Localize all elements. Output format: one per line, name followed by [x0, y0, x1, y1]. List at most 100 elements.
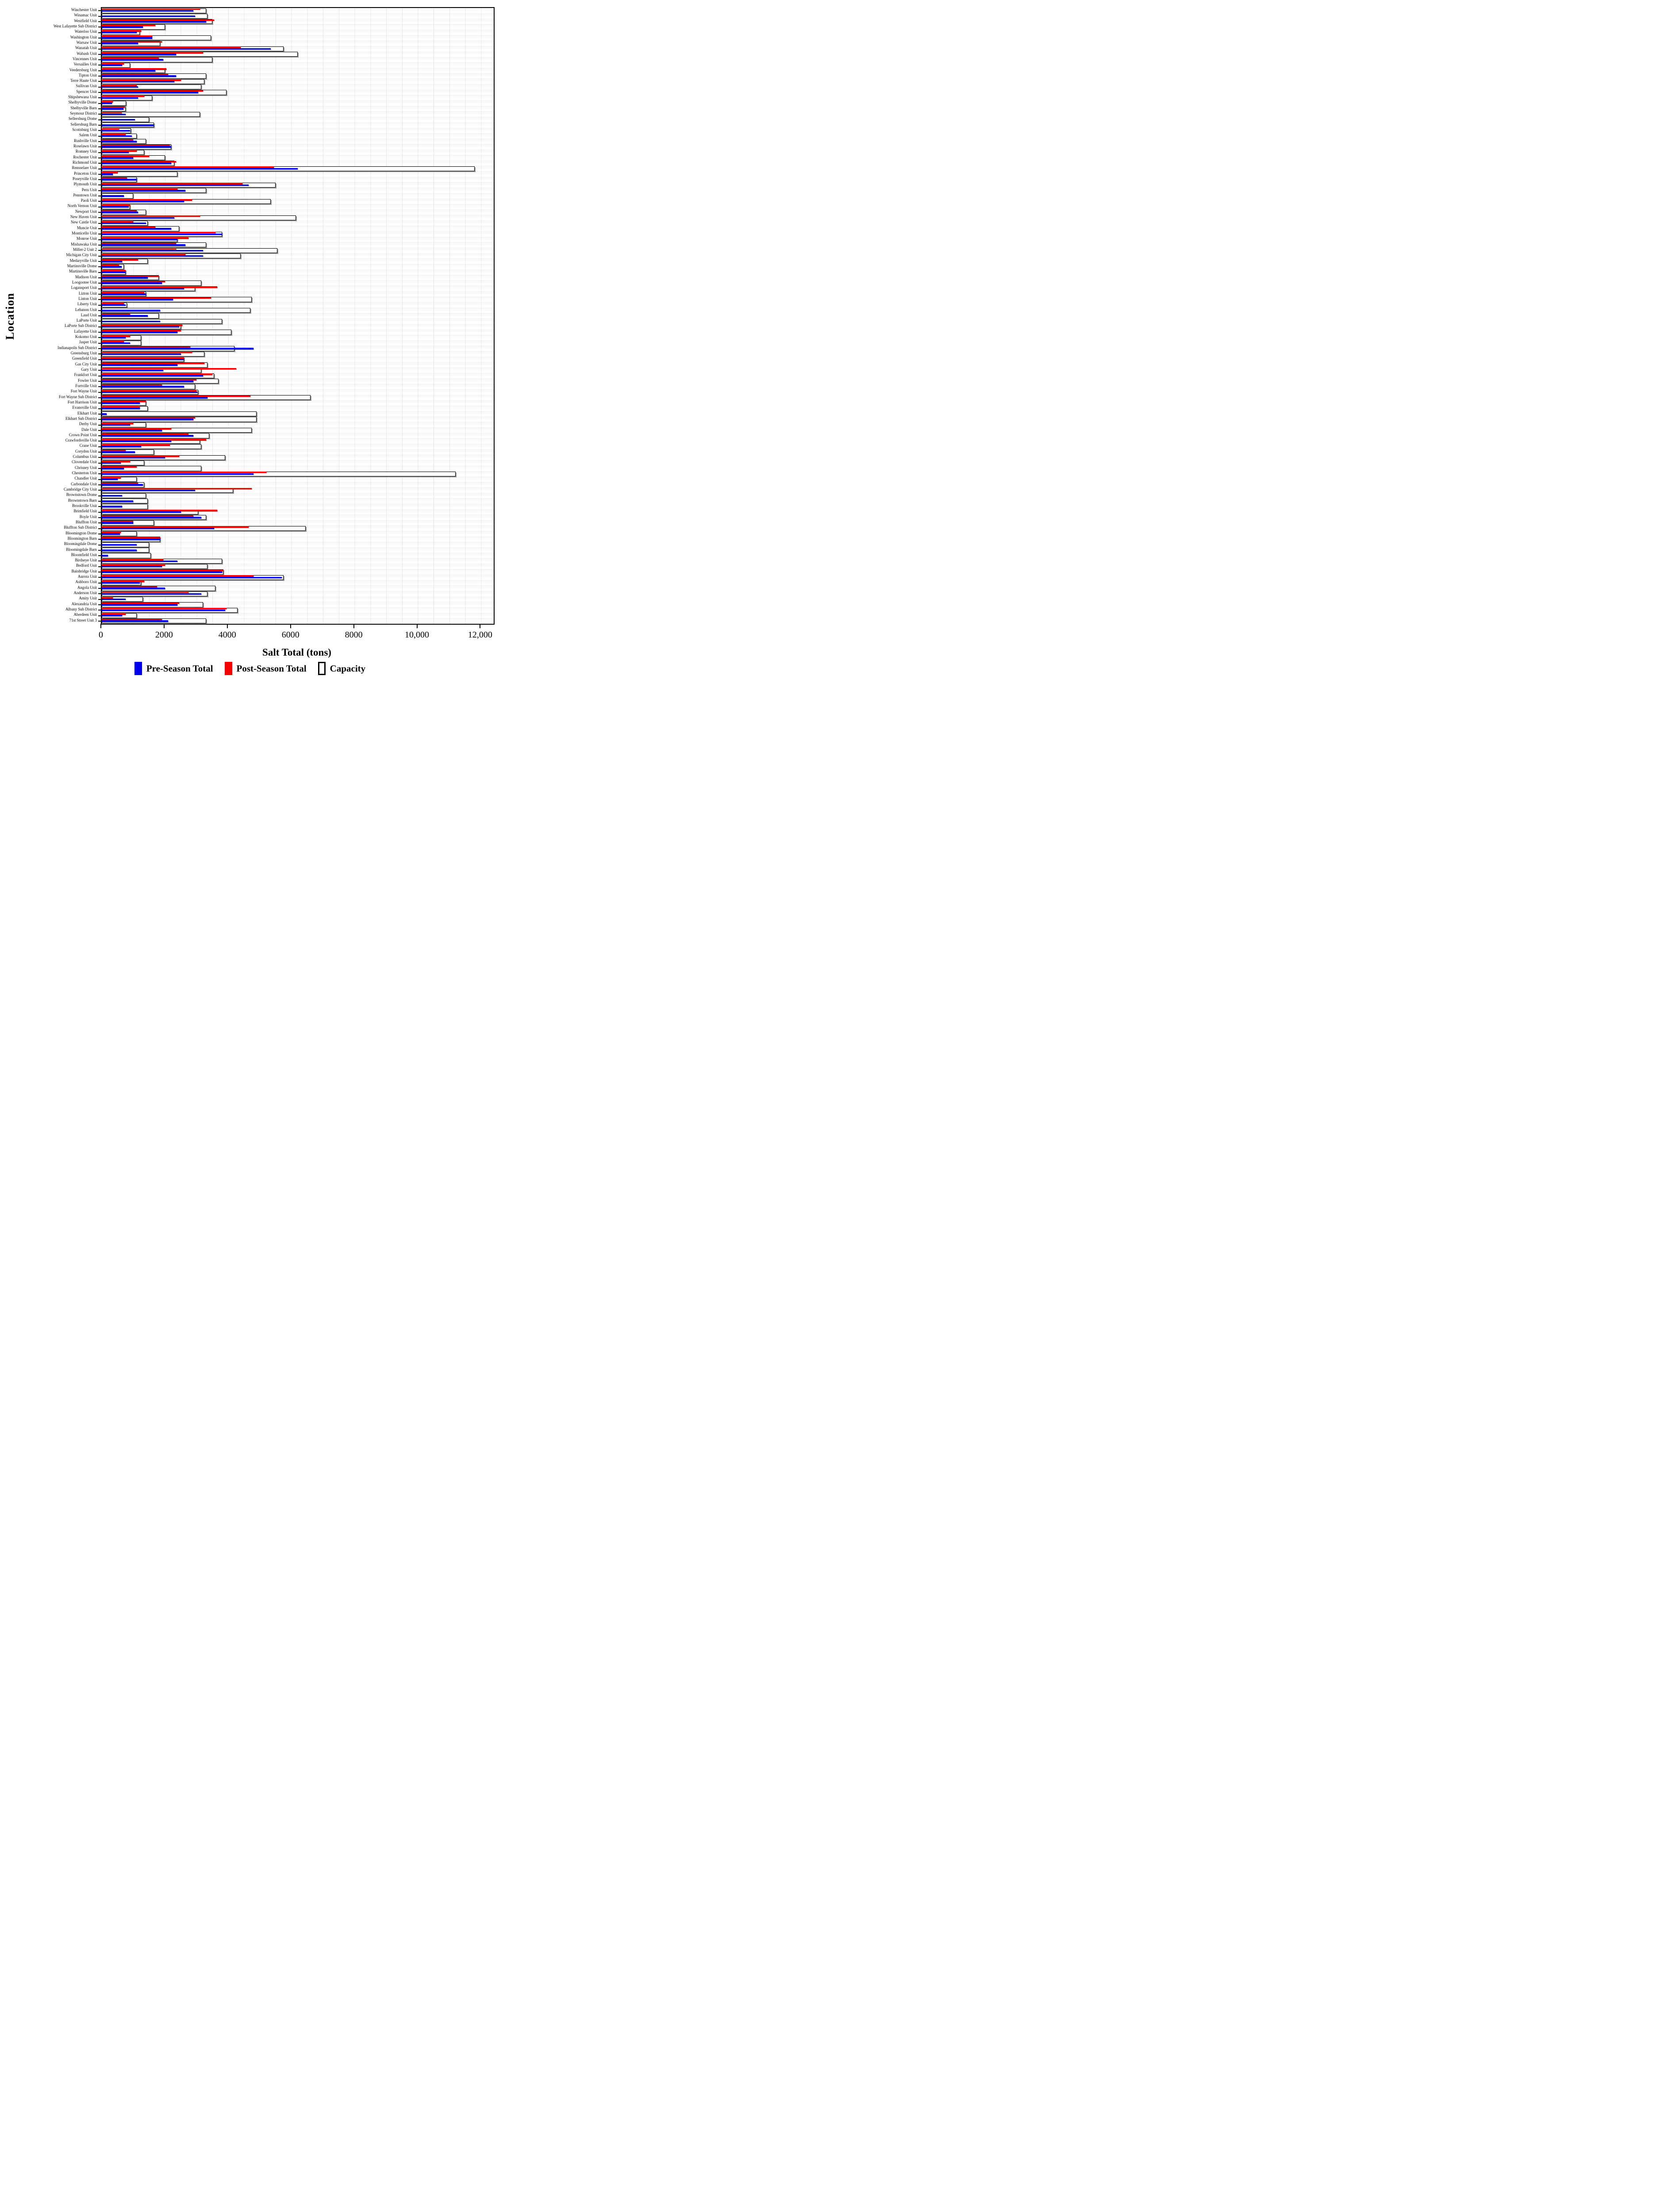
pre-season-bar: [102, 266, 122, 268]
y-axis-label: Penntown Unit: [73, 192, 97, 197]
post-season-bar: [102, 46, 241, 48]
post-season-bar: [102, 449, 126, 452]
pre-season-bar: [102, 419, 194, 420]
y-axis-label: Miller-2 Unit 2: [73, 247, 97, 252]
y-axis-label: Crawfordsville Unit: [65, 438, 97, 443]
y-axis-label: North Vernon Unit: [67, 204, 97, 208]
bar-group: [98, 242, 494, 248]
bar-group: [98, 231, 494, 237]
pre-season-bar: [102, 288, 184, 290]
pre-season-bar: [102, 162, 172, 164]
pre-season-bar: [102, 614, 123, 617]
pre-season-bar: [102, 146, 172, 148]
bar-group: [98, 302, 494, 307]
bar-group: [98, 215, 494, 220]
pre-season-bar: [102, 582, 140, 584]
pre-season-bar: [102, 527, 214, 530]
post-season-bar: [102, 433, 189, 435]
bar-group: [98, 433, 494, 438]
y-axis-label: Bedford Unit: [76, 563, 97, 568]
bar-group: [98, 30, 494, 35]
post-season-bar: [102, 597, 113, 599]
y-axis-label: Bluffton Unit: [76, 519, 97, 524]
bar-group: [98, 602, 494, 607]
legend-label-pre-season: Pre-Season Total: [146, 663, 213, 674]
post-season-bar: [102, 204, 131, 206]
post-season-bar: [102, 618, 162, 621]
y-axis-label: Evansville Unit: [72, 405, 97, 410]
bar-group: [98, 264, 494, 269]
x-axis-tick-label: 4000: [218, 630, 236, 640]
bar-group: [98, 499, 494, 504]
x-axis-tick-label: 0: [99, 630, 103, 640]
y-axis-label: Gas City Unit: [75, 361, 97, 366]
pre-season-bar: [102, 130, 130, 131]
legend-label-capacity: Capacity: [330, 663, 366, 674]
post-season-bar: [102, 526, 249, 528]
post-season-bar: [102, 390, 197, 392]
y-axis-label: Lafayette Unit: [74, 329, 97, 334]
pre-season-bar: [102, 407, 140, 410]
y-axis-label: Rochester Unit: [73, 154, 97, 159]
pre-season-bar: [102, 440, 172, 442]
bar-group: [98, 417, 494, 422]
post-season-bar: [102, 362, 205, 365]
bar-group: [98, 313, 494, 319]
x-axis-tick: [100, 624, 101, 628]
y-axis-label: Chandler Unit: [74, 476, 97, 481]
bar-group: [98, 569, 494, 575]
y-axis-label: Fortville Unit: [75, 383, 97, 388]
pre-season-bar: [102, 609, 225, 611]
y-axis-label: Sellersburg Barn: [70, 122, 97, 127]
post-season-bar: [102, 602, 180, 604]
pre-season-bar: [102, 445, 142, 448]
pre-season-bar: [102, 462, 121, 464]
bar-group: [98, 106, 494, 111]
y-axis-label: Amity Unit: [79, 596, 97, 601]
post-season-bar: [102, 150, 137, 152]
post-season-bar: [102, 275, 159, 277]
bar-group: [98, 558, 494, 564]
bar-group: [98, 13, 494, 19]
post-season-bar: [102, 286, 217, 288]
pre-season-bar: [102, 468, 124, 469]
post-season-bar: [102, 237, 189, 239]
bar-group: [98, 476, 494, 482]
post-season-bar: [102, 111, 122, 114]
y-axis-label: Richmond Unit: [73, 160, 97, 165]
y-axis-label: Dale Unit: [81, 427, 97, 432]
pre-season-bar: [102, 326, 180, 328]
y-axis-label: Carbondale Unit: [71, 481, 97, 486]
post-season-bar: [102, 580, 145, 582]
y-axis-label: Brookville Unit: [72, 503, 97, 508]
y-axis-label: Cambridge City Unit: [64, 487, 97, 492]
y-axis-label: Linton Unit: [78, 296, 97, 301]
pre-season-bar: [102, 86, 138, 88]
bar-group: [98, 575, 494, 580]
x-axis-tick-label: 10,000: [405, 630, 430, 640]
y-axis-label: West Lafayette Sub District: [53, 23, 97, 28]
pre-season-bar: [102, 238, 178, 241]
pre-season-bar: [102, 228, 172, 230]
y-axis-label: Bloomington Barn: [67, 536, 97, 541]
y-axis-label: Crane Unit: [79, 443, 97, 448]
pre-season-bar: [102, 544, 137, 546]
post-season-bar: [102, 177, 127, 179]
pre-season-bar: [102, 141, 137, 142]
y-axis-label: Rushville Unit: [73, 138, 97, 143]
y-axis-label: Loogootee Unit: [72, 280, 97, 284]
pre-season-bar: [102, 217, 175, 219]
bar-group: [98, 84, 494, 90]
y-axis-label: Sullivan Unit: [76, 84, 97, 88]
pre-season-bar: [102, 157, 134, 159]
pre-season-bar: [102, 522, 134, 524]
post-season-bar: [102, 351, 192, 353]
bar-group: [98, 57, 494, 62]
bar-group: [98, 515, 494, 520]
bar-group: [98, 373, 494, 379]
pre-season-bar: [102, 15, 195, 17]
post-season-bar: [102, 466, 137, 468]
y-axis-label: Birdseye Unit: [75, 558, 97, 563]
x-axis-tick: [353, 624, 354, 628]
y-axis-label: Romney Unit: [75, 149, 97, 154]
